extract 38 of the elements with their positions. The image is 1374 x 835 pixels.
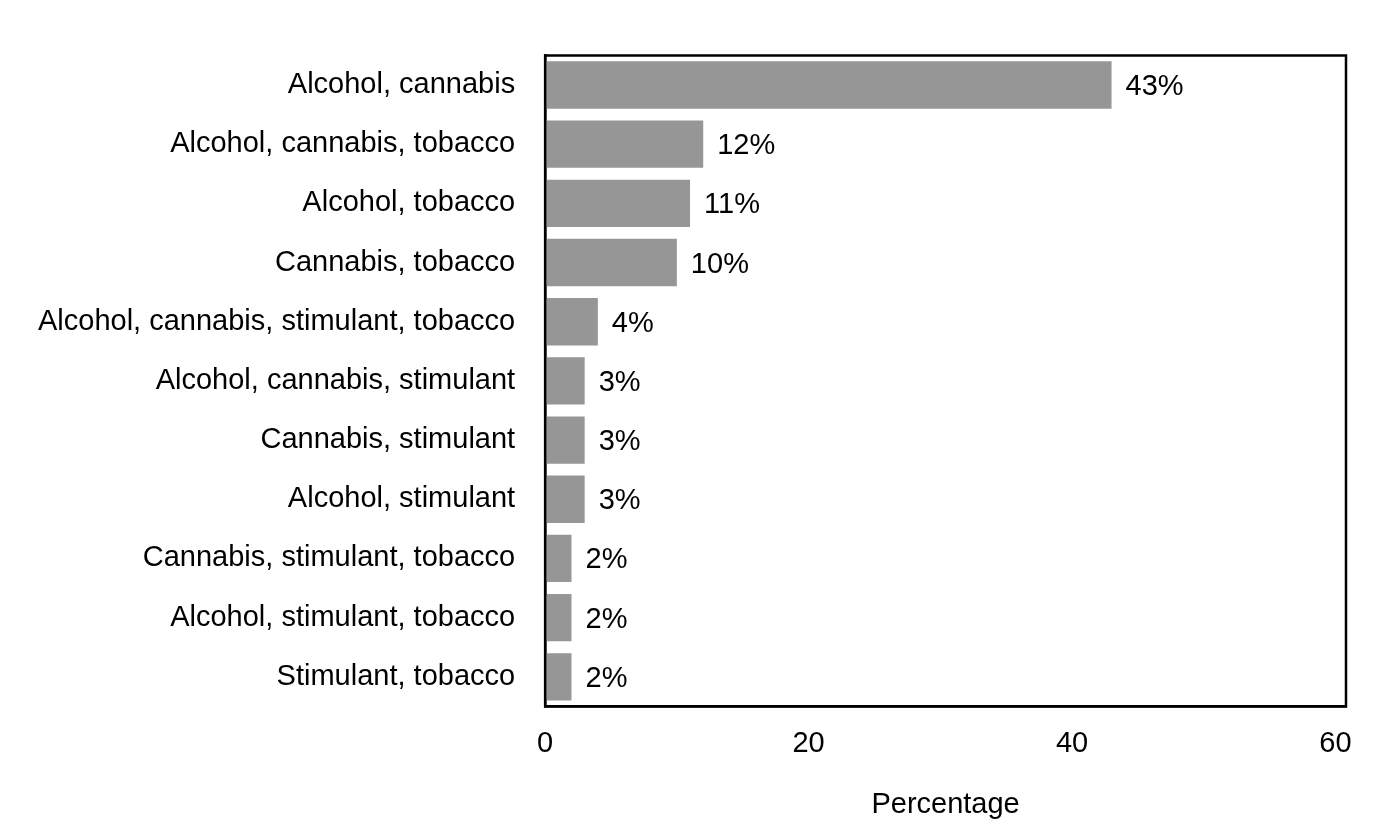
y-tick-label: Alcohol, stimulant, tobacco [170, 599, 516, 632]
y-tick-label: Alcohol, cannabis [287, 66, 516, 99]
data-label: 2% [585, 601, 628, 634]
data-label: 43% [1125, 68, 1184, 101]
bar [545, 416, 585, 464]
bar [545, 298, 598, 346]
y-tick-label: Alcohol, cannabis, stimulant [155, 362, 516, 395]
y-tick-label: Alcohol, cannabis, tobacco [170, 126, 516, 159]
x-tick-label: 20 [792, 725, 825, 758]
data-label: 10% [690, 246, 749, 279]
data-label: 3% [598, 424, 641, 457]
x-axis-title: Percentage [871, 786, 1020, 819]
y-tick-label: Cannabis, stimulant [260, 422, 516, 455]
data-label: 4% [611, 305, 654, 338]
data-label: 2% [585, 542, 628, 575]
data-label: 12% [717, 128, 776, 161]
bar [545, 179, 691, 228]
x-tick-label: 60 [1319, 725, 1352, 758]
bar [545, 475, 585, 523]
bar [545, 593, 572, 642]
y-tick-label: Alcohol, tobacco [302, 185, 516, 218]
x-tick-label: 0 [537, 725, 554, 758]
bar [545, 61, 1112, 109]
y-tick-label: Alcohol, cannabis, stimulant, tobacco [38, 303, 516, 336]
y-tick-label: Cannabis, stimulant, tobacco [142, 540, 516, 573]
x-tick-label: 40 [1055, 725, 1089, 758]
bar [545, 357, 585, 405]
data-label: 3% [598, 364, 641, 397]
data-label: 11% [704, 187, 760, 220]
y-tick-label: Cannabis, tobacco [274, 244, 516, 277]
y-tick-label: Stimulant, tobacco [276, 658, 516, 691]
bar [545, 534, 572, 583]
bar [545, 238, 677, 287]
bar [545, 653, 572, 701]
bar [545, 120, 704, 168]
data-label: 3% [598, 483, 641, 516]
y-tick-label: Alcohol, stimulant [287, 481, 516, 514]
data-label: 2% [585, 660, 628, 693]
